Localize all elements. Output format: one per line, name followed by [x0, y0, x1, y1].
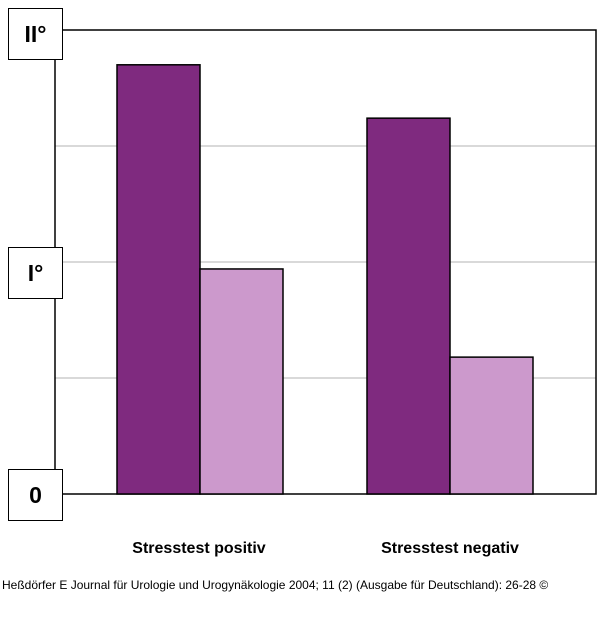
y-tick-label-2: II° [8, 8, 63, 60]
bar-1-series-1 [116, 64, 201, 495]
bar-2-series-2 [449, 356, 534, 495]
x-category-label-1: Stresstest positiv [132, 540, 266, 557]
bar-2-series-1 [366, 117, 451, 495]
y-tick-label-0: 0 [8, 469, 63, 521]
bar-chart [54, 29, 597, 495]
y-tick-label-1: I° [8, 247, 63, 299]
x-category-label-2: Stresstest negativ [381, 540, 519, 557]
bar-1-series-2 [199, 268, 284, 495]
bars [116, 64, 534, 495]
source-citation: Heßdörfer E Journal für Urologie und Uro… [2, 578, 549, 592]
